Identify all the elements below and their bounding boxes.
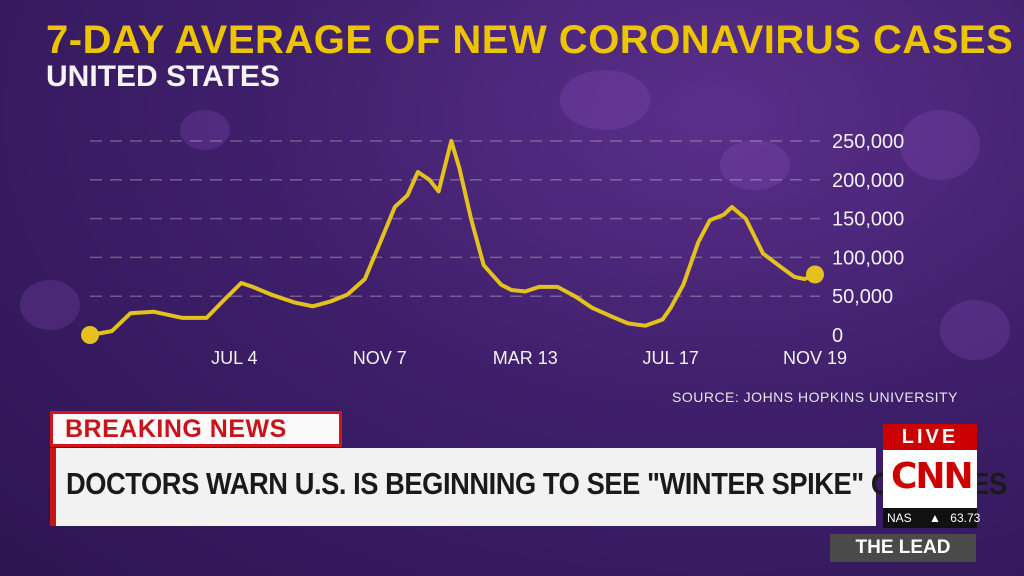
chart-subtitle: UNITED STATES bbox=[46, 60, 280, 93]
ticker-arrow-icon: ▲ bbox=[929, 511, 941, 525]
x-tick-label: MAR 13 bbox=[493, 348, 558, 368]
x-tick-label: JUL 4 bbox=[211, 348, 257, 368]
series-endpoint-marker bbox=[806, 265, 824, 284]
bg-particle bbox=[180, 110, 230, 150]
network-logo: CNN bbox=[883, 450, 977, 508]
cnn-logo-text: CNN bbox=[891, 456, 974, 497]
series-line bbox=[88, 139, 817, 337]
y-tick-label: 150,000 bbox=[832, 209, 904, 231]
x-tick-label: JUL 17 bbox=[643, 348, 699, 368]
y-tick-label: 250,000 bbox=[832, 131, 904, 153]
breaking-news-label: BREAKING NEWS bbox=[50, 411, 342, 447]
chart-title: 7-DAY AVERAGE OF NEW CORONAVIRUS CASES bbox=[46, 18, 1014, 62]
ticker-value: 63.73 bbox=[950, 511, 981, 525]
bg-particle bbox=[720, 140, 790, 190]
bg-particle bbox=[900, 110, 980, 180]
headline-text: DOCTORS WARN U.S. IS BEGINNING TO SEE "W… bbox=[66, 466, 1007, 501]
headline-bar: DOCTORS WARN U.S. IS BEGINNING TO SEE "W… bbox=[50, 448, 1007, 526]
y-tick-label: 100,000 bbox=[832, 247, 904, 269]
line-chart: 0 50,000 100,000 150,000 200,000 250,000 JUL … bbox=[81, 131, 904, 368]
bg-particle bbox=[20, 280, 80, 330]
live-badge: LIVE bbox=[883, 424, 977, 450]
x-tick-label: NOV 19 bbox=[783, 348, 847, 368]
y-tick-label: 50,000 bbox=[832, 286, 893, 308]
y-tick-label: 200,000 bbox=[832, 170, 904, 192]
x-tick-label: NOV 7 bbox=[353, 348, 407, 368]
ticker-symbol: NAS bbox=[887, 511, 912, 525]
source-credit: SOURCE: JOHNS HOPKINS UNIVERSITY bbox=[672, 389, 958, 405]
stock-ticker: NAS ▲ 63.73 bbox=[883, 508, 981, 528]
bg-particle bbox=[560, 70, 650, 130]
bg-particle bbox=[940, 300, 1010, 360]
series-endpoint-marker bbox=[81, 326, 99, 344]
show-name-label: THE LEAD bbox=[830, 534, 976, 562]
y-tick-label: 0 bbox=[832, 325, 843, 347]
